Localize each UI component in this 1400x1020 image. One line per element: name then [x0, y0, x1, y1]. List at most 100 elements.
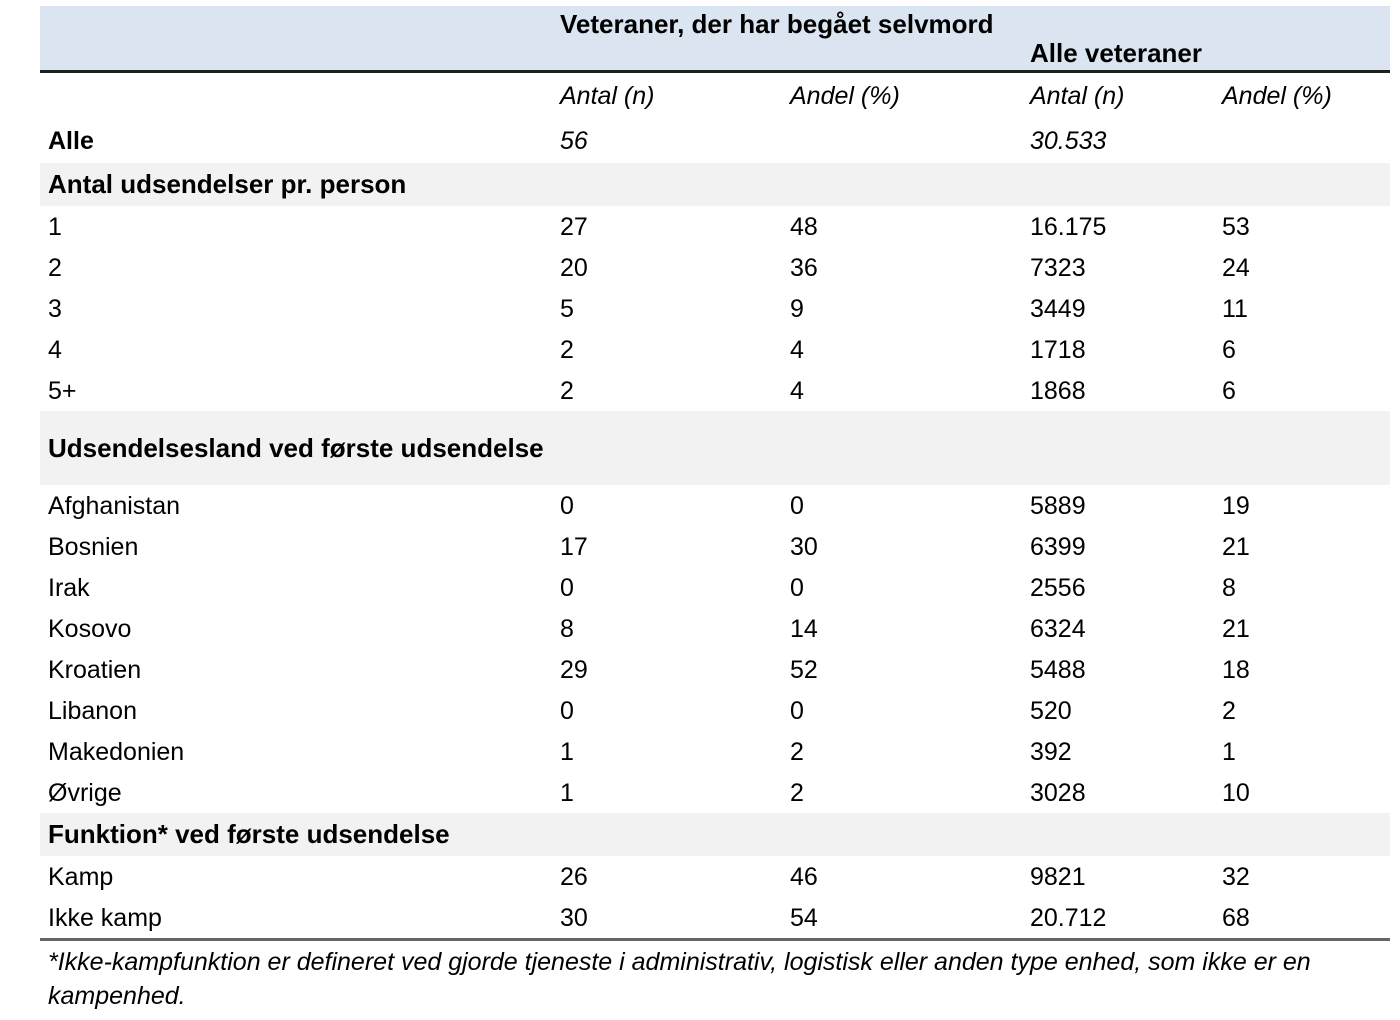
table-row: 3 5 9 3449 11	[40, 288, 1390, 329]
cell-antal-all: 7323	[1030, 253, 1086, 282]
cell-andel-suicide: 9	[790, 294, 804, 323]
column-group-suicide-veterans: Veteraner, der har begået selvmord	[560, 9, 994, 39]
cell-andel-all: 53	[1222, 212, 1250, 241]
cell-andel-suicide: 0	[790, 696, 804, 725]
section-title: Antal udsendelser pr. person	[48, 169, 407, 199]
row-label: Bosnien	[48, 532, 139, 561]
cell-andel-all: 21	[1222, 614, 1250, 643]
table-rows: Alle 56 30.533 Antal udsendelser pr. per…	[40, 118, 1390, 938]
cell-antal-suicide: 17	[560, 532, 588, 561]
cell-andel-suicide: 14	[790, 614, 818, 643]
cell-andel-suicide: 48	[790, 212, 818, 241]
footer-rule	[40, 938, 1390, 941]
row-label: Øvrige	[48, 778, 122, 807]
row-label: Kamp	[48, 862, 114, 891]
row-label: 5+	[48, 376, 77, 405]
cell-andel-suicide: 0	[790, 491, 804, 520]
table-row: 1 27 48 16.175 53	[40, 206, 1390, 247]
cell-antal-all: 392	[1030, 737, 1072, 766]
cell-andel-all: 32	[1222, 862, 1250, 891]
table-row: Bosnien 17 30 6399 21	[40, 526, 1390, 567]
cell-antal-suicide: 56	[560, 126, 588, 155]
cell-andel-suicide: 4	[790, 335, 804, 364]
cell-andel-suicide: 4	[790, 376, 804, 405]
cell-andel-all: 24	[1222, 253, 1250, 282]
subheader-andel-suicide: Andel (%)	[790, 81, 900, 110]
row-label: Alle	[48, 126, 94, 155]
cell-andel-all: 1	[1222, 737, 1236, 766]
row-label: Libanon	[48, 696, 137, 725]
section-title: Funktion* ved første udsendelse	[48, 819, 450, 849]
table-row: Makedonien 1 2 392 1	[40, 731, 1390, 772]
column-group-all-veterans: Alle veteraner	[1030, 38, 1202, 68]
table-row: Libanon 0 0 520 2	[40, 690, 1390, 731]
row-label: Kosovo	[48, 614, 132, 643]
cell-antal-all: 5889	[1030, 491, 1086, 520]
subheader-antal-suicide: Antal (n)	[560, 81, 655, 110]
cell-antal-suicide: 27	[560, 212, 588, 241]
subheader-antal-all: Antal (n)	[1030, 81, 1125, 110]
cell-antal-suicide: 2	[560, 335, 574, 364]
subheader-row: Antal (n) Andel (%) Antal (n) Andel (%)	[40, 73, 1390, 118]
cell-antal-all: 5488	[1030, 655, 1086, 684]
table-footnote: *Ikke-kampfunktion er defineret ved gjor…	[48, 948, 1311, 1010]
row-label: Irak	[48, 573, 90, 602]
row-label: 2	[48, 253, 62, 282]
cell-andel-all: 18	[1222, 655, 1250, 684]
table-row: 5+ 2 4 1868 6	[40, 370, 1390, 411]
cell-andel-suicide: 30	[790, 532, 818, 561]
cell-antal-suicide: 8	[560, 614, 574, 643]
row-label: 3	[48, 294, 62, 323]
cell-andel-suicide: 52	[790, 655, 818, 684]
row-label: Ikke kamp	[48, 903, 162, 932]
table-row: Afghanistan 0 0 5889 19	[40, 485, 1390, 526]
cell-andel-suicide: 36	[790, 253, 818, 282]
table-row: Øvrige 1 2 3028 10	[40, 772, 1390, 813]
row-label: 4	[48, 335, 62, 364]
cell-antal-suicide: 20	[560, 253, 588, 282]
table-row: Kroatien 29 52 5488 18	[40, 649, 1390, 690]
cell-antal-all: 16.175	[1030, 212, 1107, 241]
cell-antal-all: 1718	[1030, 335, 1086, 364]
cell-antal-suicide: 5	[560, 294, 574, 323]
table-row: 2 20 36 7323 24	[40, 247, 1390, 288]
section-header-row: Funktion* ved første udsendelse	[40, 813, 1390, 856]
cell-andel-suicide: 0	[790, 573, 804, 602]
cell-andel-all: 10	[1222, 778, 1250, 807]
subheader-andel-all: Andel (%)	[1222, 81, 1332, 110]
row-label: Afghanistan	[48, 491, 181, 520]
cell-antal-all: 6399	[1030, 532, 1086, 561]
table-total-row: Alle 56 30.533	[40, 118, 1390, 163]
cell-antal-suicide: 0	[560, 696, 574, 725]
cell-andel-all: 6	[1222, 376, 1236, 405]
cell-antal-suicide: 2	[560, 376, 574, 405]
table-row: Kamp 26 46 9821 32	[40, 856, 1390, 897]
cell-antal-all: 20.712	[1030, 903, 1107, 932]
cell-andel-all: 21	[1222, 532, 1250, 561]
cell-antal-suicide: 30	[560, 903, 588, 932]
cell-antal-suicide: 0	[560, 573, 574, 602]
cell-antal-suicide: 1	[560, 737, 574, 766]
section-header-row: Udsendelsesland ved første udsendelse	[40, 411, 1390, 485]
section-title: Udsendelsesland ved første udsendelse	[48, 432, 544, 463]
cell-antal-all: 1868	[1030, 376, 1086, 405]
veterans-suicide-table: Veteraner, der har begået selvmord Alle …	[40, 6, 1390, 1013]
row-label: Makedonien	[48, 737, 185, 766]
cell-andel-all: 11	[1222, 294, 1248, 323]
table-row: Irak 0 0 2556 8	[40, 567, 1390, 608]
cell-antal-suicide: 29	[560, 655, 588, 684]
header-rule	[40, 70, 1390, 73]
cell-antal-all: 2556	[1030, 573, 1086, 602]
cell-antal-all: 3449	[1030, 294, 1086, 323]
table-row: Ikke kamp 30 54 20.712 68	[40, 897, 1390, 938]
table-row: 4 2 4 1718 6	[40, 329, 1390, 370]
cell-andel-all: 2	[1222, 696, 1236, 725]
cell-antal-suicide: 1	[560, 778, 574, 807]
cell-andel-all: 68	[1222, 903, 1250, 932]
row-label: 1	[48, 212, 62, 241]
cell-antal-all: 30.533	[1030, 126, 1107, 155]
cell-antal-all: 9821	[1030, 862, 1086, 891]
row-label: Kroatien	[48, 655, 142, 684]
table-row: Kosovo 8 14 6324 21	[40, 608, 1390, 649]
